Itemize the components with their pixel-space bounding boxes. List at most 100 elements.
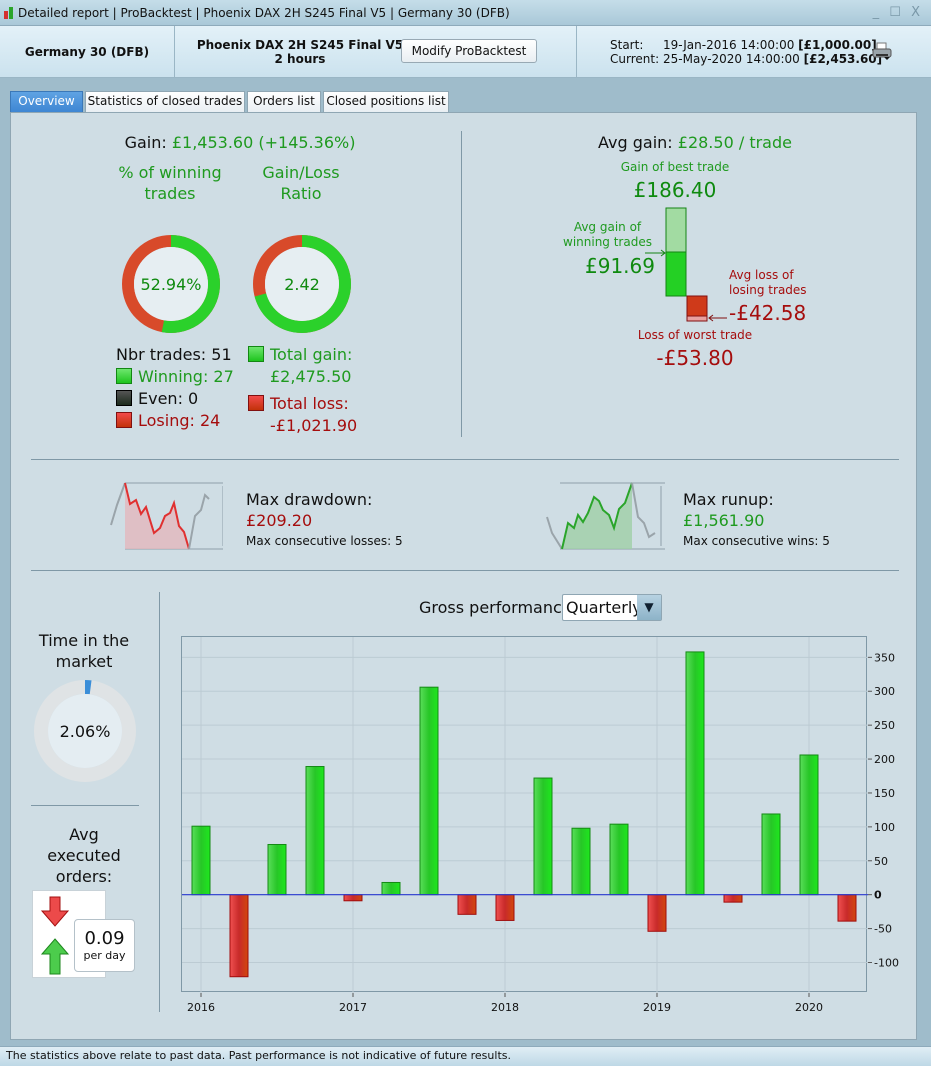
bar-2019-q4 xyxy=(761,813,781,896)
avg-win-bar xyxy=(665,251,687,297)
sell-arrow-icon xyxy=(40,896,70,927)
gain-loss-ratio-title: Gain/Loss Ratio xyxy=(262,163,340,203)
printer-icon[interactable] xyxy=(872,42,892,62)
tab-statistics-closed-trades[interactable]: Statistics of closed trades xyxy=(85,91,245,112)
arrow-icon xyxy=(708,314,727,322)
y-tick-label: -100 xyxy=(874,956,899,969)
y-tick-label: 50 xyxy=(874,855,888,868)
avg-win-value: £91.69 xyxy=(585,254,655,278)
tab-closed-positions-list[interactable]: Closed positions list xyxy=(323,91,449,112)
y-tick-label: 200 xyxy=(874,753,895,766)
total-gain-value: £2,475.50 xyxy=(270,367,352,386)
close-icon[interactable]: X xyxy=(911,5,923,20)
start-capital: [£1,000.00] xyxy=(798,38,877,52)
totals: Total gain: £2,475.50 Total loss: -£1,02… xyxy=(248,344,357,437)
timeframe: 2 hours xyxy=(274,52,326,66)
avg-gain-label: Avg gain: xyxy=(598,133,673,152)
bar-2019-q3 xyxy=(723,894,743,903)
x-tick-label: 2017 xyxy=(339,1001,367,1014)
gross-performance-chart: -100 -50 0 50 100 150 200 250 300 350 2016 2017 2018… xyxy=(181,636,899,1014)
runup-value: £1,561.90 xyxy=(683,511,765,530)
bar-2016-q4 xyxy=(305,766,325,896)
window-title: Detailed report | ProBacktest | Phoenix … xyxy=(18,6,510,20)
bar-2018-q2 xyxy=(533,777,553,896)
minimize-icon[interactable]: _ xyxy=(872,5,883,20)
total-gain-swatch-icon xyxy=(248,346,264,362)
max-consec-wins: Max consecutive wins: 5 xyxy=(683,534,830,548)
x-tick-label: 2016 xyxy=(187,1001,215,1014)
drawdown-sparkline-icon xyxy=(110,482,223,550)
total-loss-value: -£1,021.90 xyxy=(270,416,358,435)
bar-2020-q2 xyxy=(837,894,857,922)
tab-overview[interactable]: Overview xyxy=(10,91,83,112)
app-candlestick-icon xyxy=(4,7,14,19)
x-tick-label: 2018 xyxy=(491,1001,519,1014)
chevron-down-icon[interactable]: ▼ xyxy=(637,595,661,620)
arrow-icon xyxy=(645,249,666,257)
y-tick-label: 150 xyxy=(874,787,895,800)
gain-label: Gain: xyxy=(124,133,167,152)
winning-trades-donut: 52.94% xyxy=(122,235,220,333)
best-trade-bar xyxy=(665,207,687,253)
y-tick-label: 100 xyxy=(874,821,895,834)
avg-gain-summary: Avg gain: £28.50 / trade xyxy=(540,133,850,152)
divider xyxy=(31,459,899,460)
period-select[interactable]: Quarterly ▼ xyxy=(562,594,662,621)
bar-2017-q3 xyxy=(419,686,439,896)
time-in-market-gauge: 2.06% xyxy=(34,680,136,782)
current-capital: [£2,453.60] xyxy=(803,52,883,66)
avg-orders-box: 0.09 per day xyxy=(74,919,135,972)
report-header: Germany 30 (DFB) Phoenix DAX 2H S245 Fin… xyxy=(0,26,931,78)
worst-trade-bar xyxy=(686,315,708,322)
donut-gain-arc xyxy=(253,235,351,333)
time-in-market-arc xyxy=(34,680,136,782)
tab-orders-list[interactable]: Orders list xyxy=(247,91,321,112)
bar-2018-q4 xyxy=(609,823,629,896)
winning-trades-title: % of winning trades xyxy=(118,163,222,203)
bar-2017-q2 xyxy=(381,881,401,896)
winning-swatch-icon xyxy=(116,368,132,384)
avg-orders-unit: per day xyxy=(83,949,126,962)
trade-range-bars xyxy=(645,207,727,322)
losing-count: Losing: 24 xyxy=(138,411,221,430)
current-label: Current: xyxy=(610,52,660,66)
current-date: 25-May-2020 14:00:00 xyxy=(663,52,800,66)
worst-trade-value: -£53.80 xyxy=(656,346,734,370)
runup-block: Max runup: £1,561.90 Max consecutive win… xyxy=(683,489,830,552)
winning-count: Winning: 27 xyxy=(138,367,234,386)
start-label: Start: xyxy=(610,38,644,52)
divider xyxy=(31,805,139,806)
trade-counts: Nbr trades: 51 Winning: 27 Even: 0 Losin… xyxy=(116,344,234,432)
bar-2018-q3 xyxy=(571,827,591,896)
y-tick-label: 0 xyxy=(874,889,882,902)
even-count: Even: 0 xyxy=(138,389,199,408)
period-select-value: Quarterly xyxy=(566,598,642,617)
bar-2020-q1 xyxy=(799,754,819,896)
y-tick-label: 300 xyxy=(874,685,895,698)
instrument-name: Germany 30 (DFB) xyxy=(0,26,175,78)
status-bar: The statistics above relate to past data… xyxy=(0,1046,931,1066)
time-in-market-value: 2.06% xyxy=(60,722,111,741)
bar-2017-q1 xyxy=(343,894,363,902)
max-consec-losses: Max consecutive losses: 5 xyxy=(246,534,403,548)
runup-label: Max runup: xyxy=(683,490,774,509)
bar-2016-q2 xyxy=(229,894,249,978)
worst-trade-label: Loss of worst trade xyxy=(637,328,753,342)
winning-pct-value: 52.94% xyxy=(140,275,201,294)
x-tick-label: 2019 xyxy=(643,1001,671,1014)
avg-win-label: Avg gain of winning trades xyxy=(563,220,652,249)
buy-arrow-icon xyxy=(40,938,70,975)
start-date: 19-Jan-2016 14:00:00 xyxy=(663,38,795,52)
divider xyxy=(461,131,462,437)
avg-orders-value: 0.09 xyxy=(84,928,125,949)
total-gain-label: Total gain: xyxy=(270,345,353,364)
bar-2018-q1 xyxy=(495,894,515,921)
system-name: Phoenix DAX 2H S245 Final V5 xyxy=(196,38,404,52)
nbr-trades: Nbr trades: 51 xyxy=(116,345,232,364)
runup-sparkline-icon xyxy=(546,482,665,550)
total-loss-swatch-icon xyxy=(248,395,264,411)
y-tick-label: 350 xyxy=(874,651,895,664)
modify-probacktest-button[interactable]: Modify ProBacktest xyxy=(401,39,537,63)
divider xyxy=(31,570,899,571)
maximize-icon[interactable]: ☐ xyxy=(889,5,904,20)
